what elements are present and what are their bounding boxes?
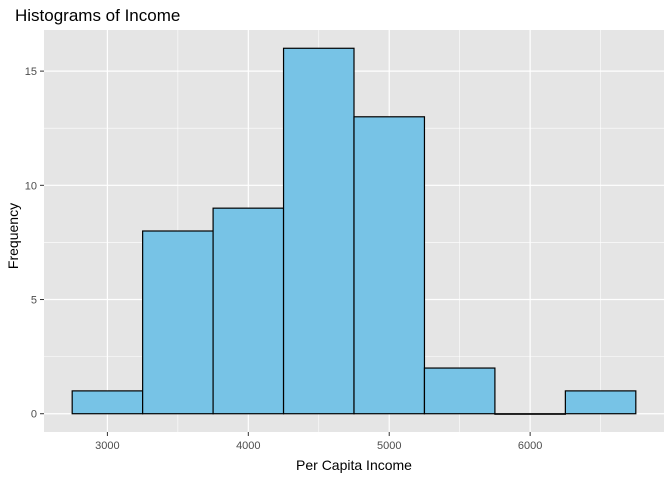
x-tick-label: 3000: [95, 440, 119, 452]
histogram-bar: [564, 390, 637, 415]
histogram-bar: [71, 390, 144, 415]
x-axis-label: Per Capita Income: [296, 457, 412, 473]
y-tick-label: 0: [31, 409, 37, 421]
x-tick-label: 4000: [236, 440, 260, 452]
histogram-bar: [282, 47, 355, 415]
histogram-bar: [212, 207, 285, 415]
y-tick-label: 10: [25, 180, 37, 192]
histogram-bar: [353, 116, 426, 415]
histogram-bar: [494, 413, 566, 415]
y-tick-label: 15: [25, 66, 37, 78]
chart-title: Histograms of Income: [15, 6, 180, 25]
histogram-bars: [71, 47, 637, 415]
x-tick-label: 5000: [377, 440, 401, 452]
histogram-bar: [142, 230, 214, 415]
y-axis-ticks: 0 5 10 15: [25, 66, 44, 421]
y-axis-label: Frequency: [5, 203, 21, 269]
x-tick-label: 6000: [518, 440, 542, 452]
x-axis-ticks: 3000 4000 5000 6000: [95, 432, 542, 452]
y-tick-label: 5: [31, 295, 37, 307]
histogram-bar: [423, 367, 496, 415]
